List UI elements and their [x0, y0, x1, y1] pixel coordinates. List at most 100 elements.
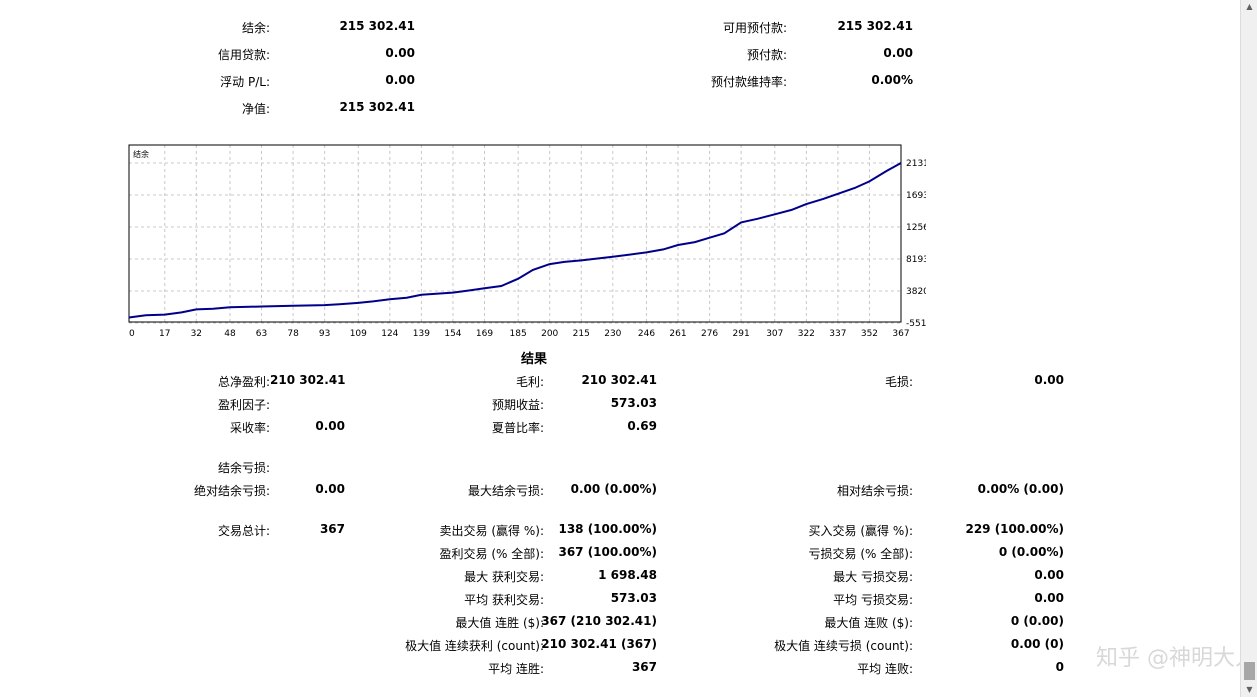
largest-profit-label: 最大 获利交易: — [464, 570, 544, 584]
max-cons-wins-value: 367 (210 302.41) — [541, 614, 657, 628]
x-tick-label: 215 — [573, 329, 590, 339]
x-tick-label: 185 — [510, 329, 527, 339]
x-tick-label: 109 — [350, 329, 367, 339]
avg-loss-value: 0.00 — [1034, 591, 1064, 605]
recovery-factor-value: 0.00 — [315, 419, 345, 433]
max-cons-losses-value: 0 (0.00) — [1010, 614, 1064, 628]
max-cons-losses-label: 最大值 连败 ($): — [824, 616, 913, 630]
watermark: 知乎 @神明大人 — [1096, 646, 1257, 671]
largest-loss-value: 0.00 — [1034, 568, 1064, 582]
expected-payoff-label: 预期收益: — [491, 398, 544, 412]
x-tick-label: 63 — [256, 329, 267, 339]
max-cons-wins-label: 最大值 连胜 ($): — [455, 616, 544, 630]
avg-cons-losses-label: 平均 连败: — [857, 662, 913, 676]
gross-profit-label: 毛利: — [515, 375, 544, 389]
balance-value: 215 302.41 — [339, 19, 415, 33]
balance-label: 结余: — [241, 21, 270, 35]
free-margin-label: 可用预付款: — [722, 21, 787, 35]
x-tick-label: 230 — [604, 329, 621, 339]
x-tick-label: 337 — [829, 329, 846, 339]
avg-profit-label: 平均 获利交易: — [464, 593, 544, 607]
long-trades-value: 229 (100.00%) — [965, 522, 1064, 536]
max-drawdown-label: 最大结余亏损: — [467, 484, 544, 498]
x-tick-label: 124 — [381, 329, 398, 339]
y-tick-label: 169380 — [906, 191, 926, 201]
profit-factor-label: 盈利因子: — [217, 398, 270, 412]
y-tick-label: 125657 — [906, 223, 926, 233]
y-tick-label: 38209 — [906, 287, 926, 297]
gross-loss-value: 0.00 — [1034, 373, 1064, 387]
chart-grid — [128, 145, 902, 324]
long-trades-label: 买入交易 (赢得 %): — [808, 524, 913, 538]
sharpe-ratio-label: 夏普比率: — [491, 421, 544, 435]
free-margin-value: 215 302.41 — [837, 19, 913, 33]
x-tick-label: 154 — [444, 329, 461, 339]
x-tick-label: 200 — [541, 329, 558, 339]
net-profit-label: 总净盈利: — [217, 375, 270, 389]
margin-level-value: 0.00% — [871, 73, 913, 87]
gross-profit-value: 210 302.41 — [581, 373, 657, 387]
avg-cons-wins-label: 平均 连胜: — [488, 662, 544, 676]
scroll-up-icon[interactable]: ▲ — [1246, 2, 1253, 11]
balance-series-line — [128, 162, 902, 319]
short-trades-label: 卖出交易 (赢得 %): — [439, 524, 544, 538]
x-axis-ticks: 0 17 32 48 63 78 93 109 124 139 154 169 185 200 215 230… — [129, 329, 910, 339]
profit-trades-label: 盈利交易 (% 全部): — [439, 547, 544, 561]
equity-value: 215 302.41 — [339, 100, 415, 114]
x-tick-label: 367 — [892, 329, 909, 339]
credit-value: 0.00 — [385, 46, 415, 60]
avg-cons-wins-value: 367 — [631, 660, 657, 674]
largest-loss-label: 最大 亏损交易: — [833, 570, 913, 584]
loss-trades-value: 0 (0.00%) — [998, 545, 1064, 559]
abs-drawdown-value: 0.00 — [315, 482, 345, 496]
margin-value: 0.00 — [883, 46, 913, 60]
y-tick-label: -5515 — [906, 319, 926, 329]
rel-drawdown-label: 相对结余亏损: — [836, 484, 913, 498]
avg-cons-losses-value: 0 — [1055, 660, 1064, 674]
x-tick-label: 291 — [733, 329, 750, 339]
sharpe-ratio-value: 0.69 — [627, 419, 657, 433]
x-tick-label: 139 — [413, 329, 430, 339]
abs-drawdown-label: 绝对结余亏损: — [193, 484, 270, 498]
rel-drawdown-value: 0.00% (0.00) — [977, 482, 1064, 496]
x-tick-label: 32 — [191, 329, 202, 339]
total-trades-value: 367 — [319, 522, 345, 536]
equity-label: 净值: — [241, 102, 270, 116]
chart-legend: 结余 — [133, 149, 149, 159]
x-tick-label: 307 — [766, 329, 783, 339]
chart-frame — [128, 144, 902, 323]
profit-trades-value: 367 (100.00%) — [558, 545, 657, 559]
x-tick-label: 93 — [319, 329, 330, 339]
x-tick-label: 0 — [129, 329, 135, 339]
x-tick-label: 261 — [669, 329, 686, 339]
x-tick-label: 17 — [159, 329, 170, 339]
recovery-factor-label: 采收率: — [229, 421, 270, 435]
x-tick-label: 169 — [476, 329, 493, 339]
margin-label: 预付款: — [746, 48, 787, 62]
balance-drawdown-label: 结余亏损: — [217, 461, 270, 475]
x-tick-label: 246 — [638, 329, 655, 339]
vertical-scrollbar[interactable]: ▲ ▼ — [1240, 0, 1257, 697]
y-tick-label: 81933 — [906, 255, 926, 265]
max-cons-profit-label: 极大值 连续获利 (count): — [405, 639, 544, 653]
x-tick-label: 48 — [224, 329, 236, 339]
scroll-thumb[interactable] — [1244, 662, 1255, 680]
expected-payoff-value: 573.03 — [610, 396, 657, 410]
credit-label: 信用贷款: — [217, 48, 270, 62]
max-cons-loss-value: 0.00 (0) — [1010, 637, 1064, 651]
floating-pl-value: 0.00 — [385, 73, 415, 87]
x-tick-label: 322 — [798, 329, 815, 339]
results-title: 结果 — [521, 352, 548, 367]
net-profit-value: 210 302.41 — [270, 373, 346, 387]
x-tick-label: 276 — [701, 329, 718, 339]
avg-profit-value: 573.03 — [610, 591, 657, 605]
y-tick-label: 213104 — [906, 159, 926, 169]
x-tick-label: 352 — [861, 329, 878, 339]
margin-level-label: 预付款维持率: — [710, 75, 787, 89]
scroll-down-icon[interactable]: ▼ — [1246, 685, 1253, 694]
max-cons-profit-value: 210 302.41 (367) — [541, 637, 657, 651]
y-axis-ticks: 213104 169380 125657 81933 38209 -5515 — [906, 159, 926, 329]
avg-loss-label: 平均 亏损交易: — [833, 593, 913, 607]
gross-loss-label: 毛损: — [884, 375, 913, 389]
short-trades-value: 138 (100.00%) — [558, 522, 657, 536]
